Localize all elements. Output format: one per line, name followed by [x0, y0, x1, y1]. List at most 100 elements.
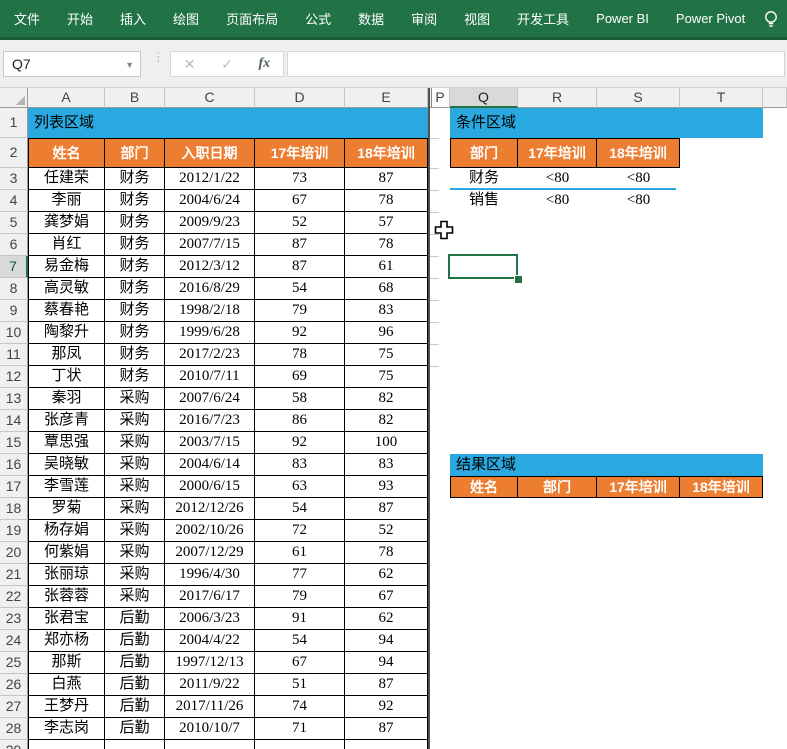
cell-A29[interactable]: [28, 740, 105, 749]
cell-C13[interactable]: 2007/6/24: [165, 388, 255, 410]
column-header-D[interactable]: D: [255, 88, 345, 108]
cell-C14[interactable]: 2016/7/23: [165, 410, 255, 432]
cell-D28[interactable]: 71: [255, 718, 345, 740]
cell-B11[interactable]: 财务: [105, 344, 165, 366]
row-header-4[interactable]: 4: [0, 190, 28, 212]
insert-function-button[interactable]: fx: [258, 56, 271, 71]
cell-A26[interactable]: 白燕: [28, 674, 105, 696]
cell-B22[interactable]: 采购: [105, 586, 165, 608]
cell-E7[interactable]: 61: [345, 256, 428, 278]
cell-C20[interactable]: 2007/12/29: [165, 542, 255, 564]
row-header-17[interactable]: 17: [0, 476, 28, 498]
cell-B13[interactable]: 采购: [105, 388, 165, 410]
cell-A22[interactable]: 张蓉蓉: [28, 586, 105, 608]
cell-E26[interactable]: 87: [345, 674, 428, 696]
cell-A16[interactable]: 吴晓敏: [28, 454, 105, 476]
row-header-15[interactable]: 15: [0, 432, 28, 454]
row-header-12[interactable]: 12: [0, 366, 28, 388]
cell-B8[interactable]: 财务: [105, 278, 165, 300]
cell-C22[interactable]: 2017/6/17: [165, 586, 255, 608]
cell-E15[interactable]: 100: [345, 432, 428, 454]
condition-cell-S4[interactable]: <80: [626, 192, 651, 208]
cell-C25[interactable]: 1997/12/13: [165, 652, 255, 674]
cell-A25[interactable]: 那斯: [28, 652, 105, 674]
cell-D9[interactable]: 79: [255, 300, 345, 322]
cell-B20[interactable]: 采购: [105, 542, 165, 564]
cell-A13[interactable]: 秦羽: [28, 388, 105, 410]
cancel-button[interactable]: ✕: [183, 55, 196, 72]
ribbon-tab-0[interactable]: 文件: [14, 12, 41, 27]
column-header-R[interactable]: R: [518, 88, 597, 108]
cell-C24[interactable]: 2004/4/22: [165, 630, 255, 652]
cell-C16[interactable]: 2004/6/14: [165, 454, 255, 476]
row-header-13[interactable]: 13: [0, 388, 28, 410]
cell-D5[interactable]: 52: [255, 212, 345, 234]
row-header-7[interactable]: 7: [0, 256, 28, 278]
ribbon-tab-10[interactable]: Power BI: [596, 11, 649, 26]
cell-E20[interactable]: 78: [345, 542, 428, 564]
cell-D12[interactable]: 69: [255, 366, 345, 388]
row-header-2[interactable]: 2: [0, 138, 28, 168]
cell-C28[interactable]: 2010/10/7: [165, 718, 255, 740]
column-header-S[interactable]: S: [597, 88, 680, 108]
cell-B25[interactable]: 后勤: [105, 652, 165, 674]
cell-B28[interactable]: 后勤: [105, 718, 165, 740]
cell-E10[interactable]: 96: [345, 322, 428, 344]
condition-cell-Q4[interactable]: 销售: [468, 192, 499, 208]
cell-D27[interactable]: 74: [255, 696, 345, 718]
cell-C8[interactable]: 2016/8/29: [165, 278, 255, 300]
column-header-blank[interactable]: [763, 88, 787, 108]
cell-B27[interactable]: 后勤: [105, 696, 165, 718]
cell-C21[interactable]: 1996/4/30: [165, 564, 255, 586]
cell-B23[interactable]: 后勤: [105, 608, 165, 630]
cell-B17[interactable]: 采购: [105, 476, 165, 498]
row-header-16[interactable]: 16: [0, 454, 28, 476]
cell-A12[interactable]: 丁状: [28, 366, 105, 388]
cell-E11[interactable]: 75: [345, 344, 428, 366]
cell-E28[interactable]: 87: [345, 718, 428, 740]
cell-A9[interactable]: 蔡春艳: [28, 300, 105, 322]
fill-handle[interactable]: [514, 275, 523, 284]
cell-A28[interactable]: 李志岗: [28, 718, 105, 740]
cell-D26[interactable]: 51: [255, 674, 345, 696]
cell-E5[interactable]: 57: [345, 212, 428, 234]
row-header-18[interactable]: 18: [0, 498, 28, 520]
cell-D13[interactable]: 58: [255, 388, 345, 410]
ribbon-tab-2[interactable]: 插入: [120, 12, 147, 27]
column-header-P[interactable]: P: [431, 88, 450, 108]
row-header-6[interactable]: 6: [0, 234, 28, 256]
ribbon-tab-5[interactable]: 公式: [305, 12, 332, 27]
row-header-26[interactable]: 26: [0, 674, 28, 696]
condition-cell-R3[interactable]: <80: [545, 170, 570, 186]
cell-C9[interactable]: 1998/2/18: [165, 300, 255, 322]
cell-B14[interactable]: 采购: [105, 410, 165, 432]
row-header-24[interactable]: 24: [0, 630, 28, 652]
cell-B18[interactable]: 采购: [105, 498, 165, 520]
cell-C12[interactable]: 2010/7/11: [165, 366, 255, 388]
cell-E29[interactable]: [345, 740, 428, 749]
cell-E23[interactable]: 62: [345, 608, 428, 630]
column-header-E[interactable]: E: [345, 88, 428, 108]
condition-cell-S3[interactable]: <80: [626, 170, 651, 186]
row-header-19[interactable]: 19: [0, 520, 28, 542]
column-header-B[interactable]: B: [105, 88, 165, 108]
row-header-22[interactable]: 22: [0, 586, 28, 608]
cell-A11[interactable]: 那凤: [28, 344, 105, 366]
cell-D14[interactable]: 86: [255, 410, 345, 432]
column-header-C[interactable]: C: [165, 88, 255, 108]
column-header-T[interactable]: T: [680, 88, 763, 108]
enter-button[interactable]: ✓: [221, 55, 233, 72]
ribbon-tab-9[interactable]: 开发工具: [517, 12, 570, 27]
cell-C5[interactable]: 2009/9/23: [165, 212, 255, 234]
cell-A27[interactable]: 王梦丹: [28, 696, 105, 718]
selected-cell-outline[interactable]: [448, 254, 518, 279]
cell-A18[interactable]: 罗菊: [28, 498, 105, 520]
row-header-23[interactable]: 23: [0, 608, 28, 630]
cell-A21[interactable]: 张丽琼: [28, 564, 105, 586]
cell-A14[interactable]: 张彦青: [28, 410, 105, 432]
cell-D3[interactable]: 73: [255, 168, 345, 190]
cell-D20[interactable]: 61: [255, 542, 345, 564]
cell-B29[interactable]: [105, 740, 165, 749]
ribbon-tab-7[interactable]: 审阅: [411, 12, 438, 27]
cell-A19[interactable]: 杨存娟: [28, 520, 105, 542]
